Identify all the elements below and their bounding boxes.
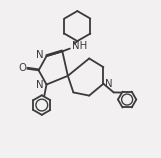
Text: N: N [105, 79, 113, 89]
Text: NH: NH [72, 41, 87, 51]
Text: N: N [36, 50, 44, 60]
Text: O: O [18, 63, 26, 73]
Text: N: N [36, 80, 44, 90]
